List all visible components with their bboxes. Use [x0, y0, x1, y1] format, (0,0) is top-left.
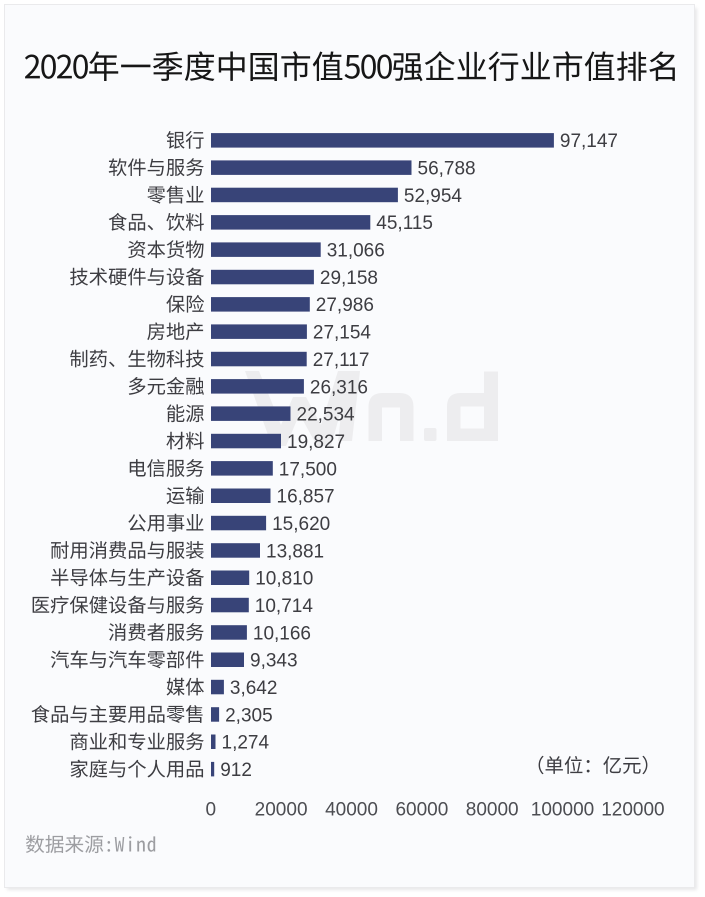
svg-text:3,642: 3,642	[230, 678, 278, 699]
svg-text:120000: 120000	[601, 800, 664, 821]
svg-text:22,534: 22,534	[297, 405, 356, 426]
svg-text:16,857: 16,857	[277, 487, 335, 508]
svg-text:19,827: 19,827	[287, 432, 345, 453]
svg-text:27,154: 27,154	[313, 323, 372, 344]
svg-text:27,117: 27,117	[313, 350, 370, 371]
svg-text:9,343: 9,343	[250, 651, 298, 672]
svg-text:45,115: 45,115	[376, 213, 433, 234]
svg-text:26,316: 26,316	[310, 377, 368, 398]
svg-text:20000: 20000	[255, 800, 308, 821]
svg-text:13,881: 13,881	[266, 541, 324, 562]
svg-text:60000: 60000	[395, 800, 448, 821]
svg-text:27,986: 27,986	[316, 295, 374, 316]
svg-text:10,810: 10,810	[255, 569, 313, 590]
svg-text:2,305: 2,305	[225, 705, 273, 726]
svg-text:29,158: 29,158	[320, 268, 378, 289]
svg-text:17,500: 17,500	[279, 459, 337, 480]
svg-text:912: 912	[220, 760, 252, 781]
svg-text:100000: 100000	[531, 800, 594, 821]
svg-text:80000: 80000	[466, 800, 519, 821]
svg-text:56,788: 56,788	[418, 159, 476, 180]
svg-text:1,274: 1,274	[222, 733, 270, 754]
svg-text:10,166: 10,166	[253, 623, 311, 644]
svg-text:10,714: 10,714	[255, 596, 314, 617]
svg-text:97,147: 97,147	[560, 131, 618, 152]
svg-text:0: 0	[206, 800, 217, 821]
svg-text:15,620: 15,620	[272, 514, 330, 535]
svg-text:31,066: 31,066	[327, 241, 385, 262]
svg-text:52,954: 52,954	[404, 186, 463, 207]
svg-text:40000: 40000	[325, 800, 378, 821]
